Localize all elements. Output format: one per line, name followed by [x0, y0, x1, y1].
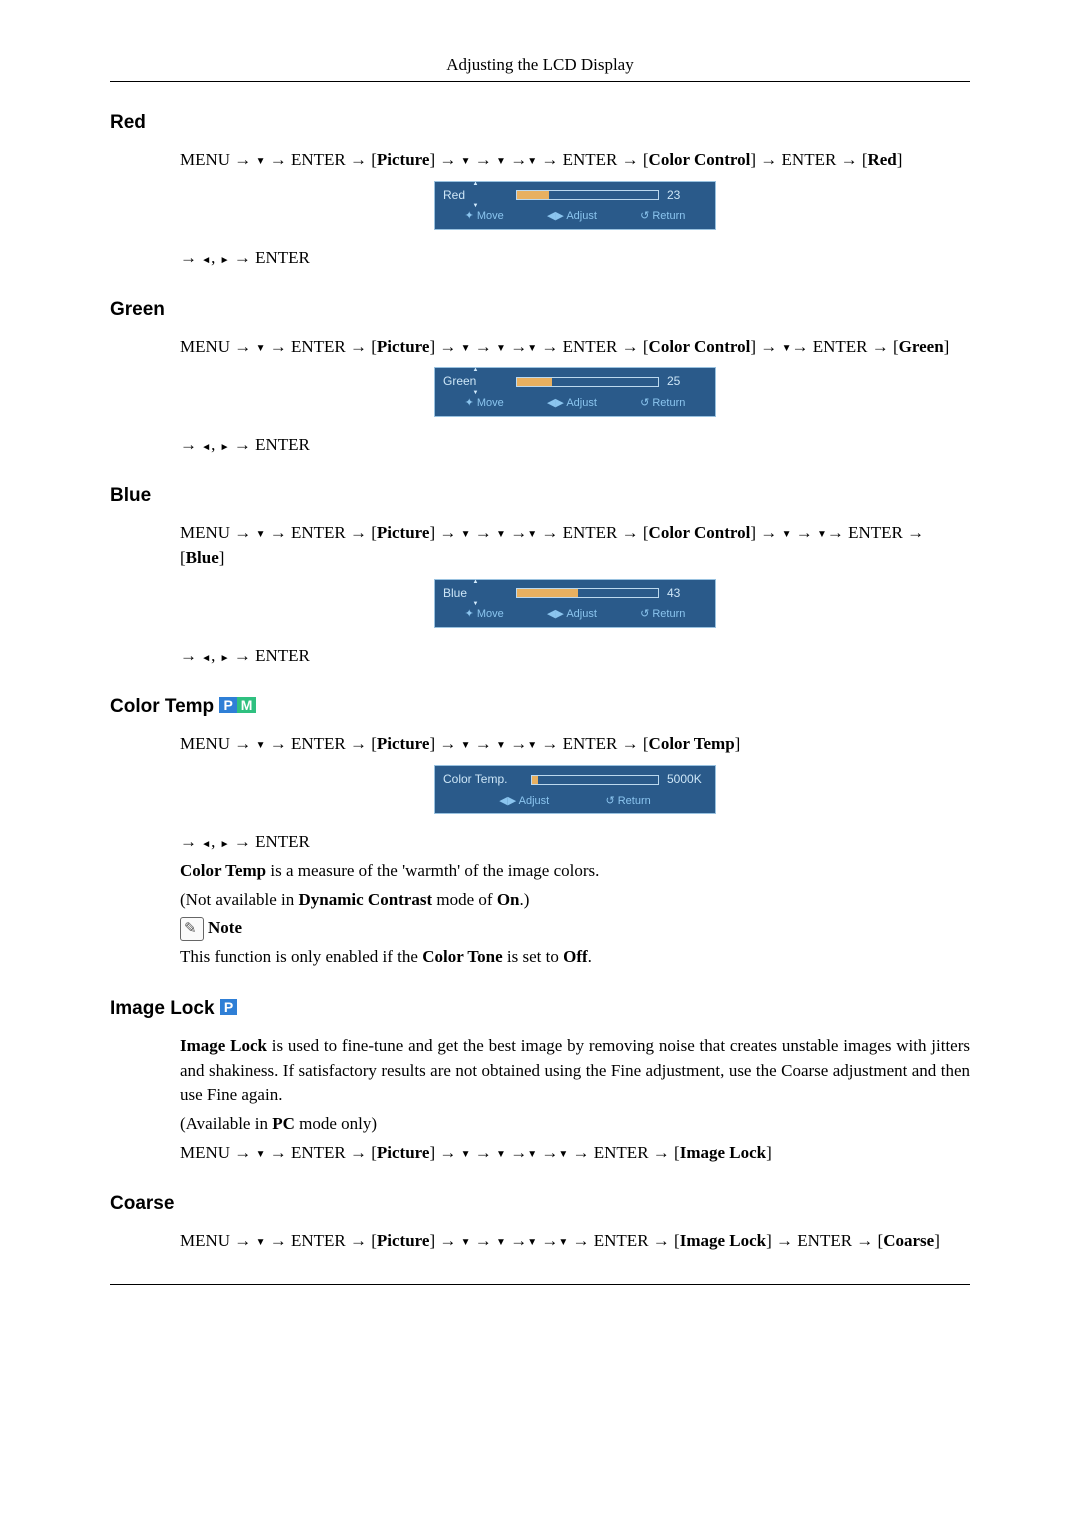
left-icon: ◄: [201, 442, 211, 453]
note-icon: [180, 917, 204, 941]
down-icon: ▼: [461, 155, 471, 170]
down-icon: ▼: [496, 739, 506, 754]
red-tail: → ◄, ► → ENTER: [180, 246, 970, 271]
osd-colortemp: Color Temp. 5000K ◀▶ Adjust ↺ Return: [180, 765, 970, 814]
blue-block: MENU → ▼ → ENTER → [Picture] → ▼ → ▼ →▼ …: [180, 521, 970, 668]
slider[interactable]: [516, 190, 659, 200]
right-icon: ►: [220, 255, 230, 266]
osd-value: 5000K: [667, 771, 707, 788]
down-icon: ▼: [527, 155, 537, 170]
down-icon: ▼: [496, 342, 506, 357]
red-block: MENU → ▼ → ENTER → [Picture] → ▼ → ▼ →▼ …: [180, 148, 970, 271]
imagelock-block: Image Lock is used to fine-tune and get …: [180, 1034, 970, 1165]
down-icon: ▼: [461, 342, 471, 357]
heading-imagelock: Image Lock P: [110, 998, 970, 1020]
down-icon: ▼: [461, 528, 471, 543]
down-icon: ▼: [527, 1148, 537, 1163]
slider[interactable]: [516, 377, 659, 387]
down-icon: ▼: [461, 739, 471, 754]
p-badge-icon: P: [219, 697, 236, 713]
colortemp-block: MENU → ▼ → ENTER → [Picture] → ▼ → ▼ →▼ …: [180, 732, 970, 970]
heading-green: Green: [110, 299, 970, 321]
slider[interactable]: [516, 588, 659, 598]
down-icon: ▼: [256, 739, 266, 754]
bottom-rule: [110, 1284, 970, 1285]
left-icon: ◄: [201, 653, 211, 664]
colortemp-path: MENU → ▼ → ENTER → [Picture] → ▼ → ▼ →▼ …: [180, 732, 970, 757]
osd-label: Green: [443, 374, 476, 388]
down-icon: ▼: [527, 528, 537, 543]
down-icon: ▼: [496, 1236, 506, 1251]
down-icon: ▼: [256, 342, 266, 357]
coarse-block: MENU → ▼ → ENTER → [Picture] → ▼ → ▼ →▼ …: [180, 1229, 970, 1254]
down-icon: ▼: [256, 155, 266, 170]
down-icon: ▼: [461, 1236, 471, 1251]
down-icon: ▼: [496, 155, 506, 170]
page: Adjusting the LCD Display Red MENU → ▼ →…: [0, 0, 1080, 1345]
down-icon: ▼: [558, 1148, 568, 1163]
down-icon: ▼: [256, 1148, 266, 1163]
p-badge-icon: P: [220, 999, 237, 1015]
heading-red: Red: [110, 112, 970, 134]
osd-value: 25: [667, 373, 707, 390]
green-tail: → ◄, ► → ENTER: [180, 433, 970, 458]
down-icon: ▼: [256, 1236, 266, 1251]
down-icon: ▼: [496, 528, 506, 543]
down-icon: ▼: [558, 1236, 568, 1251]
down-icon: ▼: [256, 528, 266, 543]
down-icon: ▼: [817, 528, 827, 543]
heading-coarse: Coarse: [110, 1193, 970, 1215]
heading-colortemp: Color Temp PM: [110, 696, 970, 718]
note-body: This function is only enabled if the Col…: [180, 945, 970, 970]
red-path: MENU → ▼ → ENTER → [Picture] → ▼ → ▼ →▼ …: [180, 148, 970, 173]
m-badge-icon: M: [237, 697, 257, 713]
osd-value: 43: [667, 585, 707, 602]
down-icon: ▼: [496, 1148, 506, 1163]
osd-red: ▲Red▼ 23 ✦ Move ◀▶ Adjust ↺ Return: [180, 181, 970, 230]
note-line: Note: [180, 916, 970, 941]
down-icon: ▼: [782, 342, 792, 357]
imagelock-avail: (Available in PC mode only): [180, 1112, 970, 1137]
slider[interactable]: [531, 775, 659, 785]
down-icon: ▼: [527, 342, 537, 357]
osd-value: 23: [667, 187, 707, 204]
down-icon: ▼: [461, 1148, 471, 1163]
colortemp-avail: (Not available in Dynamic Contrast mode …: [180, 888, 970, 913]
osd-green: ▲Green▼ 25 ✦ Move ◀▶ Adjust ↺ Return: [180, 367, 970, 416]
right-icon: ►: [220, 839, 230, 850]
down-icon: ▼: [782, 528, 792, 543]
osd-blue: ▲Blue▼ 43 ✦ Move ◀▶ Adjust ↺ Return: [180, 579, 970, 628]
colortemp-tail: → ◄, ► → ENTER: [180, 830, 970, 855]
right-icon: ►: [220, 653, 230, 664]
right-icon: ►: [220, 442, 230, 453]
blue-tail: → ◄, ► → ENTER: [180, 644, 970, 669]
imagelock-path: MENU → ▼ → ENTER → [Picture] → ▼ → ▼ →▼ …: [180, 1141, 970, 1166]
blue-path: MENU → ▼ → ENTER → [Picture] → ▼ → ▼ →▼ …: [180, 521, 970, 570]
down-icon: ▼: [527, 1236, 537, 1251]
left-icon: ◄: [201, 255, 211, 266]
coarse-path: MENU → ▼ → ENTER → [Picture] → ▼ → ▼ →▼ …: [180, 1229, 970, 1254]
top-rule: [110, 81, 970, 82]
colortemp-desc: Color Temp is a measure of the 'warmth' …: [180, 859, 970, 884]
osd-label: Red: [443, 188, 465, 202]
heading-blue: Blue: [110, 485, 970, 507]
left-icon: ◄: [201, 839, 211, 850]
osd-label: Blue: [443, 586, 467, 600]
green-block: MENU → ▼ → ENTER → [Picture] → ▼ → ▼ →▼ …: [180, 335, 970, 458]
green-path: MENU → ▼ → ENTER → [Picture] → ▼ → ▼ →▼ …: [180, 335, 970, 360]
down-icon: ▼: [527, 739, 537, 754]
page-title: Adjusting the LCD Display: [110, 55, 970, 75]
osd-label: Color Temp.: [443, 771, 523, 788]
imagelock-desc: Image Lock is used to fine-tune and get …: [180, 1034, 970, 1108]
